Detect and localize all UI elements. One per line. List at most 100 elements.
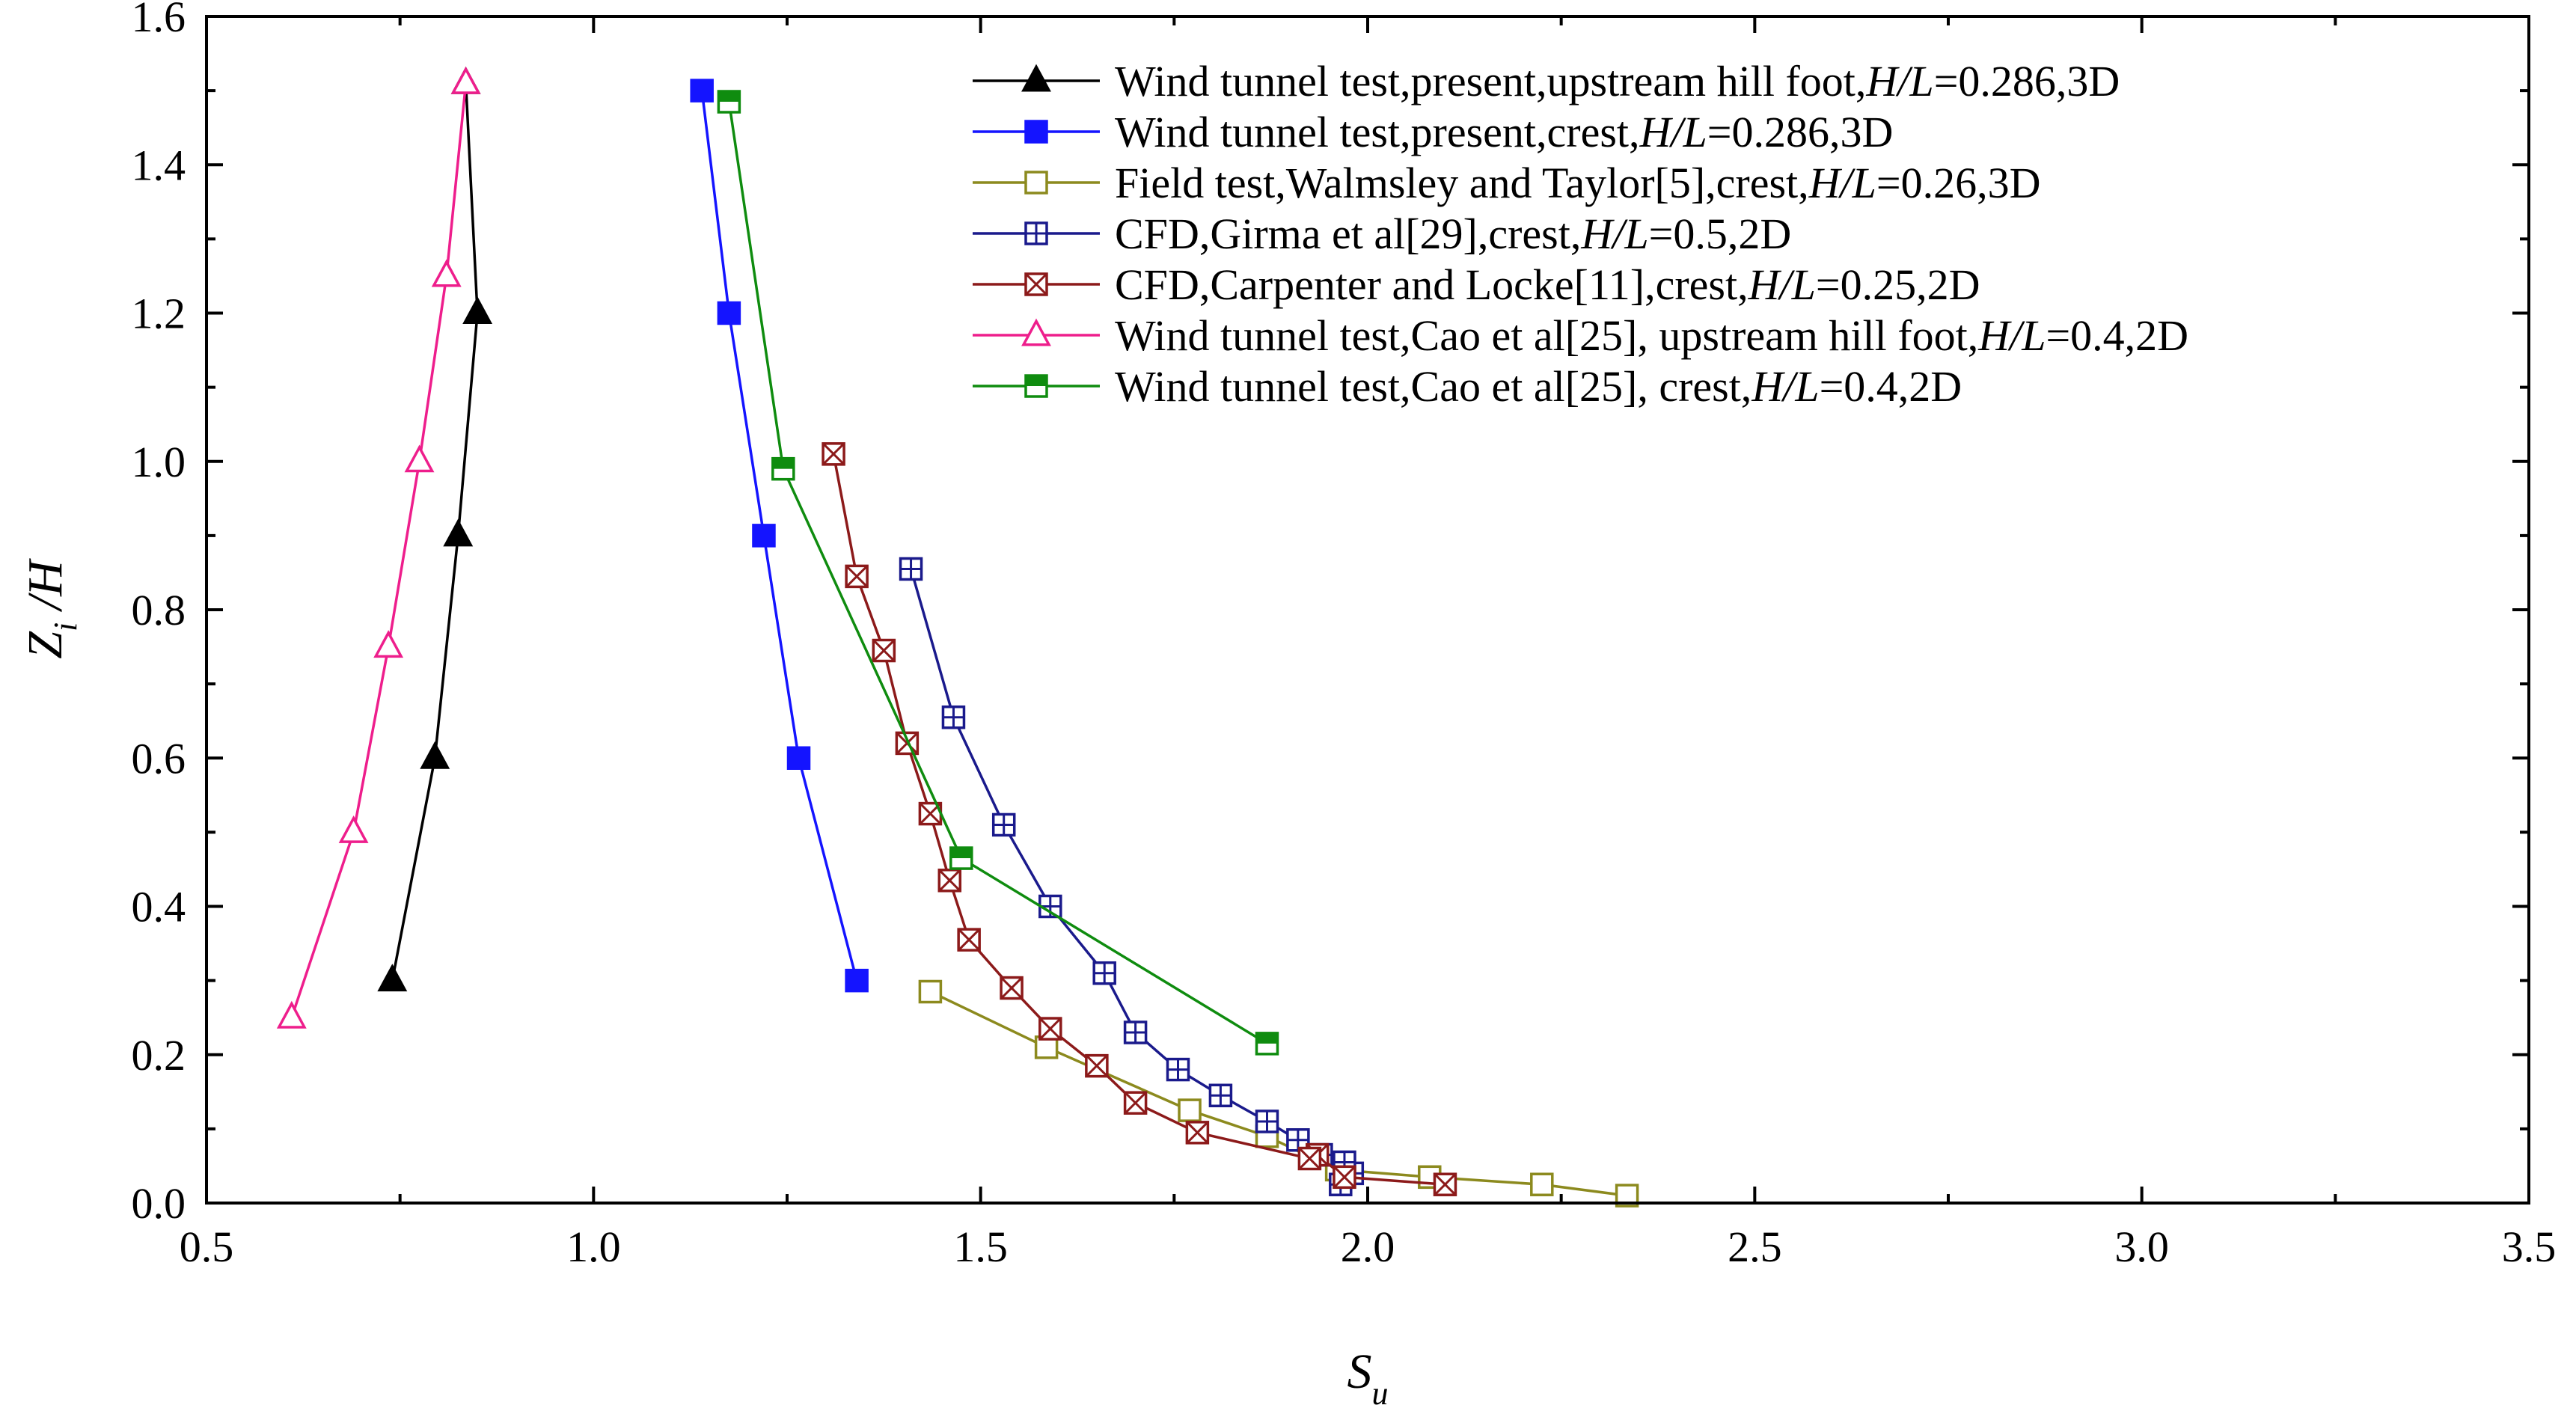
- legend-label: CFD,Carpenter and Locke[11],crest,H/L=0.…: [1115, 260, 1980, 309]
- plot-frame: [205, 15, 2530, 1205]
- legend-marker: [1024, 120, 1048, 144]
- data-point: [1530, 1172, 1554, 1196]
- data-point: [771, 456, 795, 481]
- data-point: [404, 444, 435, 473]
- data-point: [752, 524, 776, 548]
- data-point: [717, 90, 741, 114]
- series-line: [727, 101, 1268, 1045]
- data-point: [1000, 976, 1024, 1000]
- x-tick-label: 2.0: [1341, 1222, 1395, 1271]
- data-point: [845, 564, 869, 589]
- legend-item-7: Wind tunnel test,Cao et al[25], crest,H/…: [973, 362, 1962, 411]
- data-point: [822, 442, 845, 466]
- data-point: [450, 66, 481, 94]
- y-tick-label: 0.8: [132, 586, 186, 634]
- data-point: [1092, 961, 1116, 985]
- data-point: [786, 746, 811, 770]
- data-point: [1297, 1146, 1322, 1171]
- data-point: [1038, 1017, 1062, 1041]
- legend-item-2: Wind tunnel test,present,crest,H/L=0.286…: [973, 108, 1893, 156]
- data-point: [991, 812, 1016, 837]
- data-point: [1185, 1121, 1210, 1145]
- legend-marker: [1024, 272, 1048, 296]
- series-line: [290, 83, 468, 1018]
- data-point: [1208, 1083, 1233, 1108]
- data-point: [1123, 1091, 1148, 1115]
- legend-marker: [1024, 374, 1048, 398]
- series-6: [276, 66, 481, 1029]
- data-point: [462, 296, 493, 324]
- legend-marker: [1024, 171, 1048, 195]
- y-tick-label: 1.2: [132, 290, 186, 338]
- y-tick-label: 1.4: [132, 141, 186, 189]
- legend-label: Wind tunnel test,present,upstream hill f…: [1115, 57, 2120, 105]
- y-axis-title-suffix: /H: [18, 558, 73, 622]
- legend-item-1: Wind tunnel test,present,upstream hill f…: [973, 57, 2120, 105]
- data-point: [431, 259, 462, 287]
- legend-item-5: CFD,Carpenter and Locke[11],crest,H/L=0.…: [973, 260, 1980, 309]
- x-axis-title-sub: u: [1372, 1375, 1389, 1412]
- data-point: [690, 79, 714, 102]
- legend-item-3: Field test,Walmsley and Taylor[5],crest,…: [973, 159, 2041, 207]
- series-2: [690, 79, 869, 993]
- data-point: [957, 928, 981, 952]
- x-tick-label: 1.0: [566, 1222, 621, 1271]
- data-point: [949, 846, 973, 870]
- y-tick-label: 1.6: [132, 0, 186, 41]
- x-axis-title: Su: [1347, 1344, 1389, 1412]
- y-tick-label: 0.2: [132, 1031, 186, 1080]
- y-axis-title: Zi /H: [18, 558, 84, 659]
- y-tick-label: 0.6: [132, 734, 186, 783]
- data-point: [1085, 1053, 1109, 1078]
- legend: Wind tunnel test,present,upstream hill f…: [973, 57, 2188, 411]
- data-point: [276, 1000, 307, 1029]
- data-point: [1123, 1020, 1148, 1044]
- x-tick-label: 3.0: [2114, 1222, 2169, 1271]
- y-axis-title-main: Z: [18, 631, 73, 659]
- data-point: [941, 705, 966, 729]
- legend-label: Field test,Walmsley and Taylor[5],crest,…: [1115, 159, 2041, 207]
- series-7: [717, 90, 1279, 1056]
- x-tick-label: 0.5: [180, 1222, 234, 1271]
- data-point: [1178, 1098, 1202, 1122]
- data-point: [895, 731, 920, 756]
- legend-item-6: Wind tunnel test,Cao et al[25], upstream…: [973, 311, 2188, 360]
- y-tick-label: 0.4: [132, 883, 186, 931]
- legend-label: Wind tunnel test,Cao et al[25], upstream…: [1115, 311, 2188, 360]
- axes: 0.5 1.0 1.5 2.0 2.5 3.0 3.5 0.0 0.2 0.4 0.6 0.8 1.0 1…: [132, 0, 2557, 1271]
- y-tick-label: 0.0: [132, 1179, 186, 1228]
- data-point: [899, 557, 923, 581]
- data-point: [338, 815, 369, 843]
- data-point: [845, 968, 869, 993]
- data-point: [1255, 1032, 1279, 1056]
- data-point: [377, 964, 408, 992]
- series-5: [822, 442, 1457, 1196]
- data-point: [373, 630, 404, 658]
- legend-item-4: CFD,Girma et al[29],crest,H/L=0.5,2D: [973, 209, 1791, 258]
- series-1: [377, 66, 493, 992]
- y-tick-label: 1.0: [132, 438, 186, 486]
- data-point: [1433, 1172, 1457, 1196]
- legend-marker: [1021, 318, 1051, 346]
- legend-marker: [1024, 221, 1048, 245]
- legend-marker: [1021, 64, 1051, 92]
- data-point: [443, 518, 474, 547]
- data-point: [1255, 1110, 1279, 1133]
- data-point: [918, 979, 943, 1004]
- x-tick-label: 3.5: [2502, 1222, 2557, 1271]
- legend-label: Wind tunnel test,present,crest,H/L=0.286…: [1115, 108, 1893, 156]
- legend-label: CFD,Girma et al[29],crest,H/L=0.5,2D: [1115, 209, 1791, 258]
- data-point: [420, 741, 450, 769]
- legend-label: Wind tunnel test,Cao et al[25], crest,H/…: [1115, 362, 1962, 411]
- y-axis-title-sub: i: [47, 622, 84, 631]
- data-point: [1333, 1165, 1356, 1190]
- data-point: [1166, 1057, 1190, 1082]
- x-tick-label: 1.5: [953, 1222, 1008, 1271]
- data-point: [872, 638, 896, 663]
- x-tick-label: 2.5: [1728, 1222, 1782, 1271]
- x-axis-title-main: S: [1347, 1344, 1372, 1399]
- data-point: [937, 869, 962, 893]
- data-point: [717, 301, 741, 325]
